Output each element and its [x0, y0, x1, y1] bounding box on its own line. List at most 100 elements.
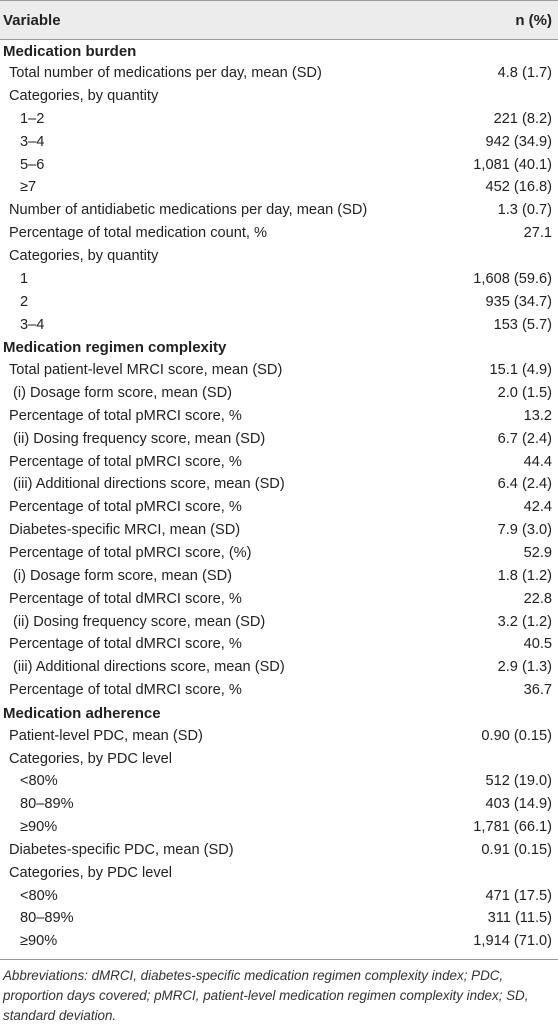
table-row: Categories, by quantity [0, 245, 558, 268]
row-label: Percentage of total dMRCI score, % [9, 682, 242, 699]
row-value: 6.4 (2.4) [497, 476, 552, 493]
table-row: Diabetes-specific MRCI, mean (SD) 7.9 (3.… [0, 519, 558, 542]
row-value: 27.1 [523, 225, 552, 242]
table-row: Percentage of total pMRCI score, % 44.4 [0, 451, 558, 474]
row-label: (i) Dosage form score, mean (SD) [13, 567, 232, 584]
row-value [453, 862, 558, 885]
table-row: 1 1,608 (59.6) [0, 268, 558, 291]
row-value [453, 85, 558, 108]
row-value: 3.2 (1.2) [497, 613, 552, 630]
row-label: Categories, by quantity [9, 88, 159, 105]
section-title: Medication regimen complexity [3, 339, 227, 357]
row-label: Patient-level PDC, mean (SD) [9, 727, 203, 744]
row-label: 80–89% [20, 796, 74, 813]
footnote: Abbreviations: dMRCI, diabetes-specific … [0, 959, 558, 1026]
row-label: 2 [20, 293, 29, 310]
row-label: <80% [20, 773, 58, 790]
row-label: 1 [20, 270, 29, 287]
row-label: (iii) Additional directions score, mean … [13, 659, 285, 676]
table-row: 5–6 1,081 (40.1) [0, 154, 558, 177]
row-value: 935 (34.7) [485, 293, 552, 310]
row-value: 1,914 (71.0) [473, 933, 552, 950]
row-label: 1–2 [20, 110, 45, 127]
row-value: 221 (8.2) [493, 110, 552, 127]
row-value: 2.0 (1.5) [497, 385, 552, 402]
table-row: Percentage of total pMRCI score, % 42.4 [0, 496, 558, 519]
row-label: 3–4 [20, 316, 45, 333]
table-row: Total number of medications per day, mea… [0, 62, 558, 85]
row-label: Total number of medications per day, mea… [9, 65, 322, 82]
row-value: 471 (17.5) [485, 887, 552, 904]
row-label: ≥7 [20, 179, 37, 196]
row-value: 4.8 (1.7) [497, 65, 552, 82]
row-value: 0.90 (0.15) [481, 727, 552, 744]
table-row: Percentage of total pMRCI score, % 13.2 [0, 405, 558, 428]
row-value [453, 245, 558, 268]
table-row: (iii) Additional directions score, mean … [0, 474, 558, 497]
row-label: 80–89% [20, 910, 74, 927]
table-row: 3–4 942 (34.9) [0, 131, 558, 154]
row-value: 40.5 [523, 636, 552, 653]
row-value: 452 (16.8) [485, 179, 552, 196]
row-label: Percentage of total pMRCI score, % [9, 407, 242, 424]
table-row: ≥90% 1,781 (66.1) [0, 816, 558, 839]
section-row: Medication adherence [0, 702, 558, 725]
table-row: 80–89% 403 (14.9) [0, 793, 558, 816]
row-label: (ii) Dosing frequency score, mean (SD) [13, 430, 266, 447]
row-label: 3–4 [20, 133, 45, 150]
row-label: ≥90% [20, 819, 58, 836]
table-row: (ii) Dosing frequency score, mean (SD) 6.… [0, 428, 558, 451]
row-value: 153 (5.7) [493, 316, 552, 333]
row-value: 7.9 (3.0) [497, 522, 552, 539]
row-label: Diabetes-specific MRCI, mean (SD) [9, 522, 241, 539]
row-value: 311 (11.5) [487, 910, 552, 927]
table-row: Percentage of total dMRCI score, % 40.5 [0, 633, 558, 656]
table-row: Percentage of total dMRCI score, % 22.8 [0, 588, 558, 611]
row-value: 512 (19.0) [485, 773, 552, 790]
table-row: (i) Dosage form score, mean (SD) 2.0 (1.5… [0, 382, 558, 405]
table-row: ≥90% 1,914 (71.0) [0, 930, 558, 953]
row-label: Percentage of total medication count, % [9, 225, 267, 242]
row-label: Percentage of total pMRCI score, % [9, 499, 242, 516]
row-label: Percentage of total dMRCI score, % [9, 590, 242, 607]
table-row: Number of antidiabetic medications per d… [0, 199, 558, 222]
row-value: 22.8 [523, 590, 552, 607]
section-title: Medication burden [3, 42, 137, 60]
row-value: 42.4 [523, 499, 552, 516]
section-row: Medication regimen complexity [0, 336, 558, 359]
table-row: <80% 512 (19.0) [0, 771, 558, 794]
table-row: 3–4 153 (5.7) [0, 314, 558, 337]
table-row: Total patient-level MRCI score, mean (SD… [0, 359, 558, 382]
row-value: 6.7 (2.4) [497, 430, 552, 447]
table-row: 1–2 221 (8.2) [0, 108, 558, 131]
table-row: 80–89% 311 (11.5) [0, 908, 558, 931]
section-title: Medication adherence [3, 704, 161, 722]
table-body: Medication burden Total number of medicat… [0, 40, 558, 954]
row-value: 0.91 (0.15) [481, 841, 552, 858]
table-row: Categories, by PDC level [0, 748, 558, 771]
row-value: 13.2 [523, 407, 552, 424]
row-label: (iii) Additional directions score, mean … [13, 476, 285, 493]
table-row: (ii) Dosing frequency score, mean (SD) 3.… [0, 611, 558, 634]
data-table: Variable n (%) Medication burden Total nu… [0, 0, 558, 954]
row-value: 52.9 [523, 544, 552, 561]
table-row: Percentage of total dMRCI score, % 36.7 [0, 679, 558, 702]
row-value: 1.8 (1.2) [497, 567, 552, 584]
row-label: <80% [20, 887, 58, 904]
header-n-pct: n (%) [515, 11, 552, 29]
table-row: Patient-level PDC, mean (SD) 0.90 (0.15) [0, 725, 558, 748]
row-value [453, 748, 558, 771]
table-row: <80% 471 (17.5) [0, 885, 558, 908]
row-label: Categories, by PDC level [9, 750, 173, 767]
row-value: 1,781 (66.1) [473, 819, 552, 836]
row-value: 36.7 [523, 682, 552, 699]
row-value: 1,608 (59.6) [473, 270, 552, 287]
table-row: Percentage of total pMRCI score, (%) 52.9 [0, 542, 558, 565]
header-variable: Variable [3, 11, 61, 29]
row-value: 44.4 [523, 453, 552, 470]
row-label: Percentage of total pMRCI score, (%) [9, 544, 252, 561]
table-row: (iii) Additional directions score, mean … [0, 656, 558, 679]
row-value: 1,081 (40.1) [473, 156, 552, 173]
table-row: Categories, by quantity [0, 85, 558, 108]
row-value: 942 (34.9) [485, 133, 552, 150]
